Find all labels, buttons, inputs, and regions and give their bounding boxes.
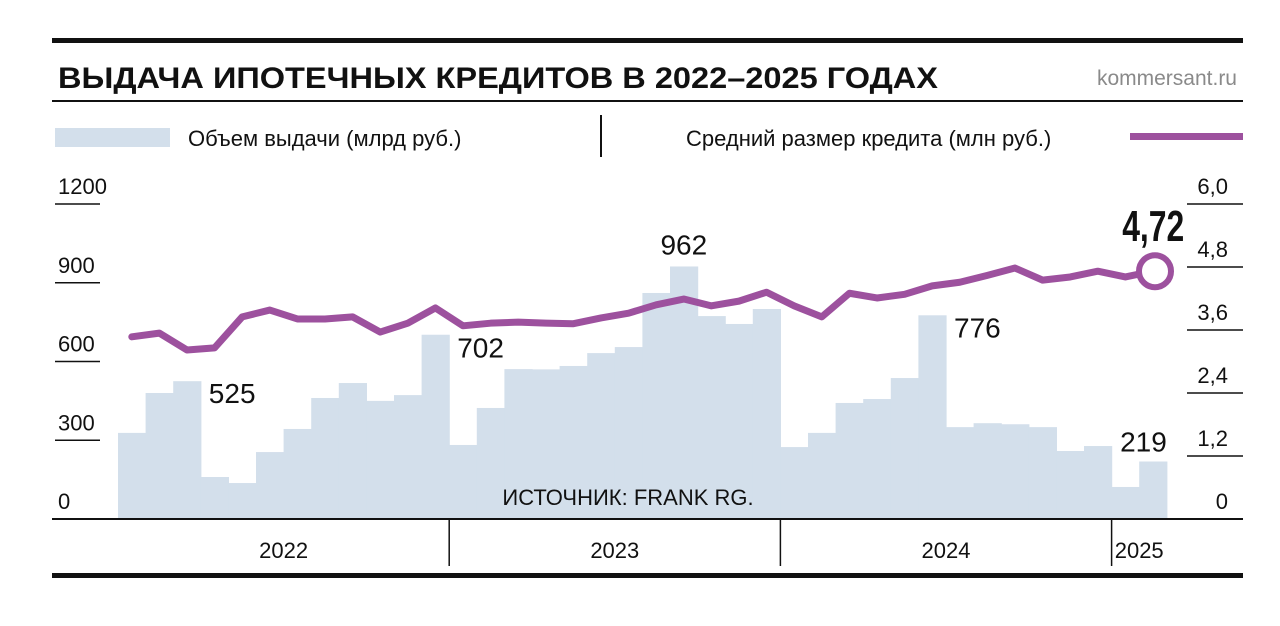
chart-title: ВЫДАЧА ИПОТЕЧНЫХ КРЕДИТОВ В 2022–2025 ГО… xyxy=(58,62,938,95)
right-tick-label: 4,8 xyxy=(1197,237,1228,262)
volume-bar xyxy=(973,423,1002,519)
volume-bar xyxy=(697,316,726,519)
right-tick-label: 1,2 xyxy=(1197,426,1228,451)
volume-bar xyxy=(670,266,699,519)
volume-bar xyxy=(1001,424,1030,519)
volume-annotation: 702 xyxy=(457,333,504,364)
volume-bar xyxy=(283,428,312,519)
avg-loan-line xyxy=(128,264,1157,354)
volume-bar xyxy=(559,365,588,519)
legend-bar-swatch xyxy=(55,128,170,147)
volume-bar xyxy=(421,334,450,519)
year-label: 2024 xyxy=(922,538,971,563)
volume-annotation: 776 xyxy=(954,312,1001,343)
legend-bar-label: Объем выдачи (млрд руб.) xyxy=(188,126,461,151)
volume-bar xyxy=(504,369,533,519)
volume-bar xyxy=(476,407,505,519)
legend: Объем выдачи (млрд руб.) Средний размер … xyxy=(55,115,1243,157)
top-rule xyxy=(52,38,1243,43)
volume-bar xyxy=(863,399,892,519)
right-tick-label: 3,6 xyxy=(1197,300,1228,325)
brand-label: kommersant.ru xyxy=(1097,67,1237,90)
header-rule xyxy=(52,100,1243,102)
volume-bar xyxy=(145,393,174,519)
left-tick-label: 900 xyxy=(58,253,95,278)
volume-bar xyxy=(1028,427,1057,519)
left-tick-label: 600 xyxy=(58,332,95,357)
volume-bar xyxy=(366,400,395,519)
volume-bar xyxy=(1139,461,1168,519)
volume-bar xyxy=(200,477,229,519)
last-point-marker xyxy=(1136,252,1174,291)
left-tick-label: 0 xyxy=(58,489,70,514)
volume-bar xyxy=(118,432,147,519)
right-tick-label: 2,4 xyxy=(1197,363,1228,388)
volume-bar xyxy=(642,292,671,519)
left-tick-label: 300 xyxy=(58,410,95,435)
volume-annotation: 219 xyxy=(1120,427,1167,458)
volume-bar xyxy=(1111,486,1140,519)
volume-bar xyxy=(338,383,367,519)
volume-bar xyxy=(1084,446,1113,519)
volume-bar xyxy=(532,369,561,519)
volume-bar xyxy=(780,447,809,519)
volume-bar xyxy=(752,309,781,519)
left-tick-label: 1200 xyxy=(58,174,107,199)
volume-annotation: 962 xyxy=(660,229,707,260)
legend-line-label: Средний размер кредита (млн руб.) xyxy=(686,126,1051,151)
volume-bar xyxy=(808,432,837,519)
source-label: ИСТОЧНИК: FRANK RG. xyxy=(502,485,753,510)
year-label: 2023 xyxy=(590,538,639,563)
volume-bar xyxy=(256,452,285,519)
volume-bar xyxy=(946,427,975,519)
volume-annotation: 525 xyxy=(209,378,256,409)
volume-bar xyxy=(173,381,202,519)
volume-bar xyxy=(835,402,864,519)
volume-bar xyxy=(228,483,257,519)
avg-loan-annotation: 4,72 xyxy=(1122,202,1184,251)
year-label: 2022 xyxy=(259,538,308,563)
volume-bar xyxy=(449,444,478,519)
volume-bar xyxy=(394,395,423,519)
year-label: 2025 xyxy=(1115,538,1164,563)
legend-line-swatch xyxy=(1130,133,1243,140)
volume-bar xyxy=(311,397,340,519)
volume-bar xyxy=(918,315,947,519)
right-tick-label: 6,0 xyxy=(1197,174,1228,199)
volume-bar xyxy=(1056,451,1085,519)
volume-bar xyxy=(587,353,616,519)
volume-bar xyxy=(614,347,643,519)
baseline xyxy=(52,518,1243,520)
bottom-rule xyxy=(52,573,1243,578)
volume-bar xyxy=(725,323,754,519)
right-tick-label: 0 xyxy=(1216,489,1228,514)
volume-bar xyxy=(890,378,919,519)
legend-divider xyxy=(600,115,602,157)
